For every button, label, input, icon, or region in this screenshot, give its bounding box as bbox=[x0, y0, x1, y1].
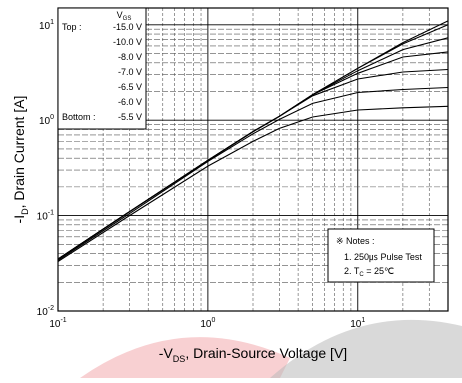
x-tick-label: 10-1 bbox=[49, 317, 66, 330]
y-axis-label: -ID, Drain Current [A] bbox=[11, 96, 30, 224]
y-tick-label: 100 bbox=[39, 114, 54, 127]
legend-row-prefix: Top : bbox=[62, 22, 82, 32]
legend-box bbox=[57, 7, 147, 130]
legend-row-label: -6.5 V bbox=[118, 82, 142, 92]
x-tick-label: 100 bbox=[200, 317, 215, 330]
legend-row-label: -15.0 V bbox=[113, 22, 142, 32]
series-lines bbox=[57, 20, 449, 262]
x-tick-label: 101 bbox=[350, 317, 365, 330]
legend-row-label: -5.5 V bbox=[118, 112, 142, 122]
legend-row-label: -7.0 V bbox=[118, 67, 142, 77]
series-line-6-0v bbox=[57, 86, 449, 261]
legend-row-label: -6.0 V bbox=[118, 97, 142, 107]
y-tick-label: 10-2 bbox=[37, 305, 54, 318]
notes-line-2: 2. TC = 25℃ bbox=[344, 266, 394, 278]
x-axis-label: -VDS, Drain-Source Voltage [V] bbox=[159, 345, 347, 364]
legend-row-label: -8.0 V bbox=[118, 52, 142, 62]
y-tick-label: 10-1 bbox=[37, 210, 54, 223]
legend-header: VGS bbox=[117, 10, 132, 22]
series-line-6-5v bbox=[57, 68, 449, 260]
notes-line-1: 1. 250㎲ Pulse Test bbox=[344, 252, 422, 263]
notes-title: ※ Notes : bbox=[336, 236, 375, 246]
legend-row-label: -10.0 V bbox=[113, 37, 142, 47]
y-tick-label: 101 bbox=[39, 19, 54, 32]
legend-row-prefix: Bottom : bbox=[62, 112, 96, 122]
legend: VGS Top : -15.0 V -10.0 V -8.0 V -7.0 V -6.5 … bbox=[57, 7, 147, 130]
notes-frame bbox=[327, 228, 435, 283]
notes-box: ※ Notes : 1. 250㎲ Pulse Test 2. TC = 25℃ bbox=[327, 228, 435, 283]
plot-frame bbox=[57, 7, 449, 312]
series-line-5-5v bbox=[57, 105, 449, 262]
